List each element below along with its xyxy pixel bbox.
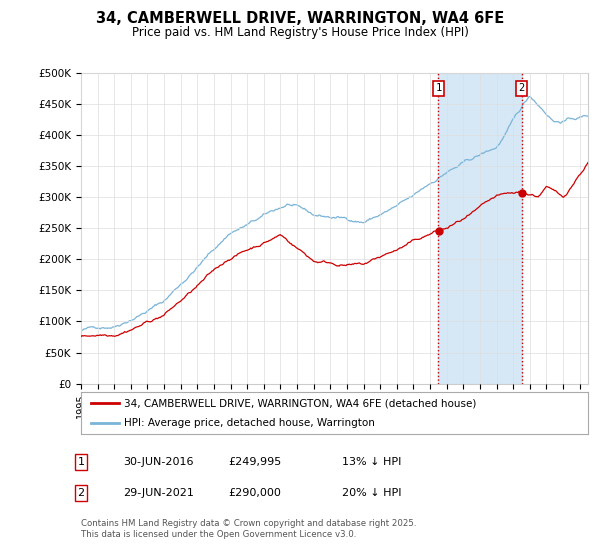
Text: 20% ↓ HPI: 20% ↓ HPI xyxy=(342,488,401,498)
Text: 2: 2 xyxy=(77,488,85,498)
Text: HPI: Average price, detached house, Warrington: HPI: Average price, detached house, Warr… xyxy=(124,418,375,428)
Text: 34, CAMBERWELL DRIVE, WARRINGTON, WA4 6FE (detached house): 34, CAMBERWELL DRIVE, WARRINGTON, WA4 6F… xyxy=(124,398,476,408)
Text: 1: 1 xyxy=(435,83,442,94)
Text: 2: 2 xyxy=(518,83,524,94)
Text: Price paid vs. HM Land Registry's House Price Index (HPI): Price paid vs. HM Land Registry's House … xyxy=(131,26,469,39)
Text: £249,995: £249,995 xyxy=(228,457,281,467)
Text: Contains HM Land Registry data © Crown copyright and database right 2025.
This d: Contains HM Land Registry data © Crown c… xyxy=(81,520,416,539)
Text: 1: 1 xyxy=(77,457,85,467)
Text: £290,000: £290,000 xyxy=(228,488,281,498)
Text: 13% ↓ HPI: 13% ↓ HPI xyxy=(342,457,401,467)
Bar xyxy=(439,73,521,384)
Text: 34, CAMBERWELL DRIVE, WARRINGTON, WA4 6FE: 34, CAMBERWELL DRIVE, WARRINGTON, WA4 6F… xyxy=(96,11,504,26)
Text: 29-JUN-2021: 29-JUN-2021 xyxy=(123,488,194,498)
Text: 30-JUN-2016: 30-JUN-2016 xyxy=(123,457,193,467)
